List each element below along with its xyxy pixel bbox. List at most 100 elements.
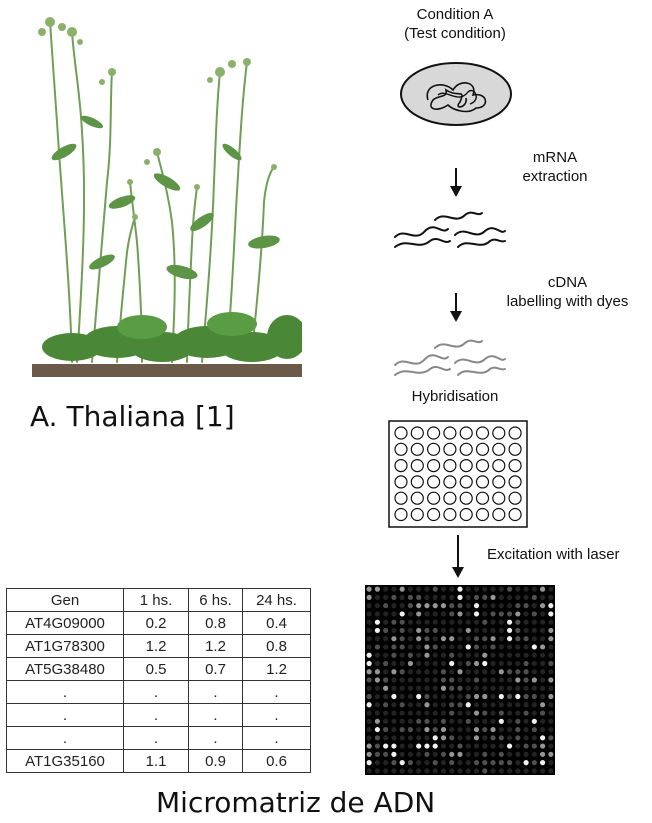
plant-caption: A. Thaliana [1] [30,400,235,433]
scan-spot [416,768,422,774]
scan-spot [515,644,521,650]
scan-spot [449,594,455,600]
scan-spot [523,735,529,741]
header-24h: 24 hs. [242,588,311,612]
scan-spot [523,644,529,650]
scan-spot [416,652,422,658]
scan-spot [482,586,488,592]
scan-spot [465,718,471,724]
scan-spot [540,710,546,716]
cdna-label-line1: cDNA [547,274,588,291]
scan-spot [383,644,389,650]
scan-spot [440,710,447,716]
scan-spot [424,652,430,658]
scan-spot [449,743,455,749]
array-well [492,426,506,440]
scan-spot [407,735,414,741]
scan-spot [465,669,471,675]
scan-spot [465,652,471,658]
scan-spot [424,619,430,625]
scan-spot [506,627,513,634]
scan-spot [399,743,405,749]
scan-spot [432,669,438,675]
scan-spot [548,768,554,774]
scan-spot [482,702,488,708]
table-cell: 0.6 [242,749,311,773]
scan-spot [531,760,537,766]
scan-spot [515,619,521,625]
scan-spot [540,603,546,609]
scan-spot [498,652,504,658]
scan-spot [506,586,513,592]
scan-spot [506,718,513,724]
scan-spot [531,726,537,733]
array-well [459,491,473,505]
scan-spot [366,644,372,650]
condition-name: Condition A [416,6,494,23]
array-well [475,458,490,473]
scan-spot [498,702,504,708]
scan-spot [540,768,546,774]
scan-spot [432,652,438,658]
scan-spot [531,718,537,724]
scan-spot [440,677,447,683]
scan-spot [424,594,430,600]
scan-spot [515,702,521,708]
scan-spot [366,768,372,774]
scan-spot [498,760,504,766]
scan-spot [374,660,380,667]
scan-spot [383,743,389,749]
array-well [443,426,457,440]
scan-spot [515,735,521,741]
scan-spot [540,693,546,700]
scan-spot [391,669,397,675]
scan-spot [506,751,513,757]
scan-spot [432,768,438,774]
table-cell: . [188,703,243,727]
scan-spot [399,702,405,708]
array-well [426,507,441,522]
scan-spot [548,627,554,634]
scan-spot [416,627,422,634]
scan-spot [457,669,463,675]
table-row: AT1G35160 1.1 0.9 0.6 [6,749,311,773]
array-well [475,442,490,456]
scan-spot [515,627,521,634]
scan-spot [473,768,480,774]
scan-spot [548,636,554,642]
scan-spot [440,644,447,650]
scan-spot [498,644,504,650]
condition-subtitle: (Test condition) [404,25,506,42]
scan-spot [391,685,397,691]
array-well [394,426,408,440]
scan-spot [498,611,504,617]
scan-spot [457,636,463,642]
table-row: . . . . [6,726,311,750]
scan-spot [540,627,546,634]
array-well [394,475,408,489]
table-cell: . [6,703,124,727]
scan-spot [465,710,471,716]
scan-spot [473,693,480,700]
scan-spot [383,603,389,609]
scan-spot [374,693,380,700]
scan-spot [506,693,513,700]
array-well [426,475,441,489]
scan-spot [482,669,488,675]
scan-spot [424,768,430,774]
array-well [410,491,424,505]
scan-spot [540,660,546,667]
header-1h: 1 hs. [123,588,189,612]
scan-spot [383,669,389,675]
scan-spot [424,636,430,642]
scan-spot [424,644,430,650]
scan-spot [465,743,471,749]
scan-spot [548,660,554,667]
scan-spot [399,718,405,724]
scan-spot [374,627,380,634]
scan-spot [457,718,463,724]
scan-spot [416,760,422,766]
scan-spot [457,768,463,774]
table-cell: . [123,680,189,704]
scan-spot [440,586,447,592]
